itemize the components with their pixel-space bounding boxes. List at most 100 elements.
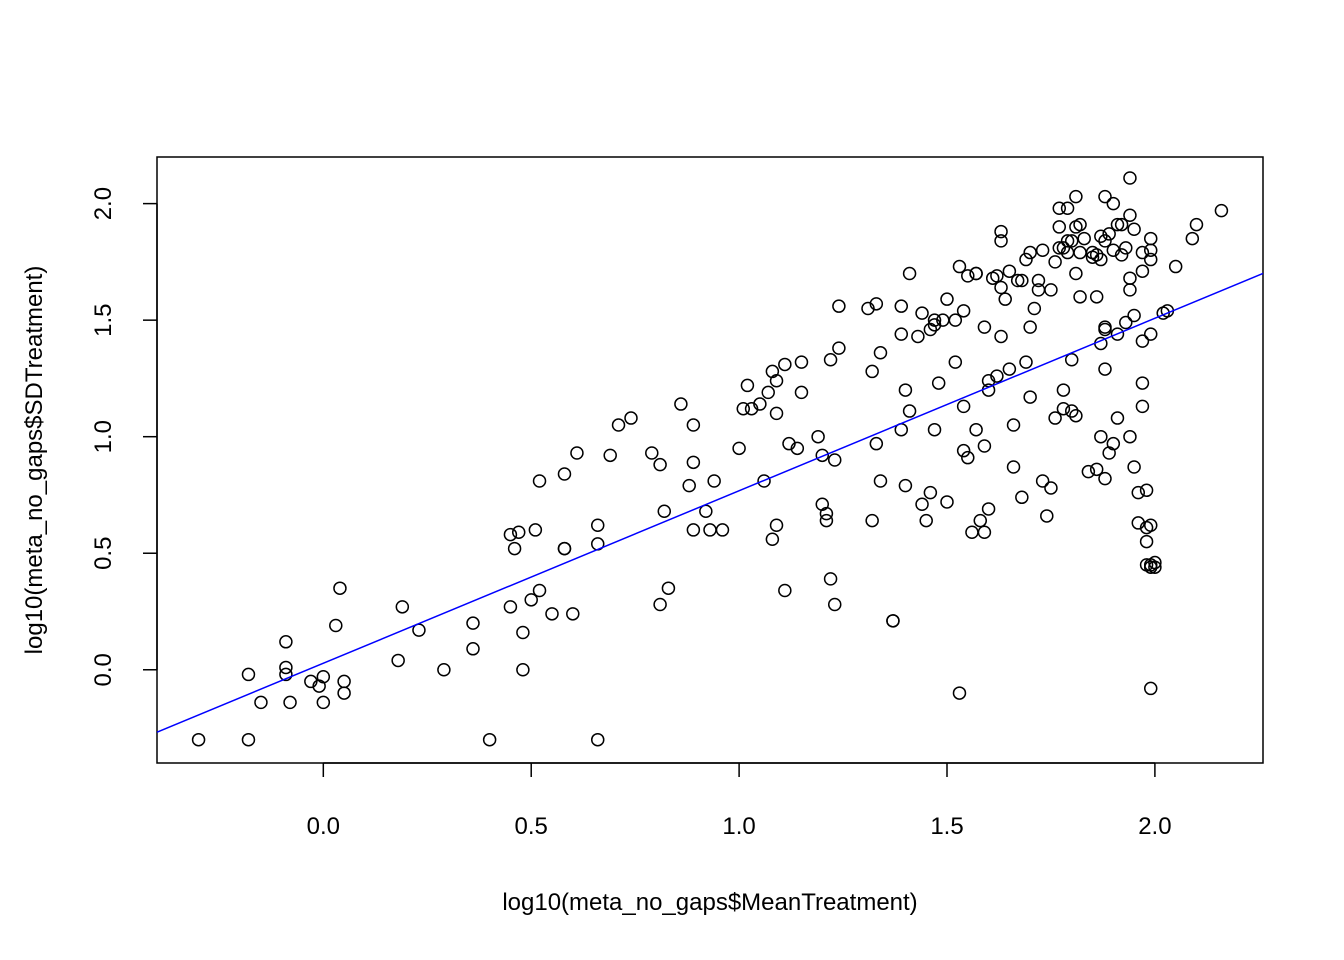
data-point [915,306,929,320]
x-tick-label: 2.0 [1138,813,1171,840]
data-point [990,269,1004,283]
data-point [1040,509,1054,523]
data-point [395,600,410,614]
data-point [703,523,717,537]
data-point [1073,290,1087,304]
data-point [927,318,942,332]
data-point [1110,411,1125,425]
data-point [1148,555,1162,570]
data-point [1023,390,1037,404]
data-point [736,401,751,416]
data-point [919,513,933,528]
data-point [1114,217,1129,232]
data-point [927,313,942,327]
data-point [545,607,559,621]
data-point [869,436,884,451]
data-point [1123,208,1137,223]
data-point [482,732,497,747]
data-point [1127,460,1141,474]
data-point [1110,217,1125,232]
data-point [337,674,351,689]
data-point [969,422,983,437]
y-tick-label: 0.5 [90,537,117,570]
x-tick-label: 0.5 [515,813,548,840]
data-point [1119,241,1133,255]
x-tick-label: 1.5 [930,813,963,840]
data-point [603,448,617,463]
data-point [865,513,879,528]
data-point [1019,355,1033,369]
y-tick-label: 0.0 [90,653,117,686]
data-point [1010,273,1025,288]
data-point [686,418,701,432]
data-point [1143,327,1158,341]
data-point [1168,259,1183,274]
data-point [1023,245,1037,260]
data-point [1006,460,1021,474]
data-point [940,292,954,306]
data-point [590,732,605,747]
data-point [794,355,809,369]
data-point [1185,231,1200,246]
data-point [686,455,701,470]
data-point [511,525,526,540]
data-point [778,583,792,598]
data-point [503,527,518,542]
data-point [998,292,1012,306]
data-point [1098,471,1112,486]
data-point [782,436,796,451]
data-point [861,301,875,316]
data-point [769,374,784,388]
data-point [1064,234,1079,248]
data-point [873,346,888,360]
data-point [1123,171,1137,185]
data-point [1089,248,1104,262]
data-point [1189,217,1204,232]
data-point [790,441,805,456]
data-point [898,478,913,493]
data-point [819,513,834,528]
data-point [528,523,543,537]
data-point [832,299,846,313]
data-point [1031,273,1046,288]
data-point [645,446,659,460]
data-point [1044,283,1058,297]
data-point [778,357,792,372]
data-point [241,732,256,747]
data-point [956,399,971,414]
data-point [304,674,318,689]
data-point [1023,320,1037,334]
x-tick-label: 1.0 [722,813,755,840]
data-point [948,355,963,369]
data-point [1123,429,1137,444]
x-tick-label: 0.0 [307,813,340,840]
data-point [1123,283,1137,297]
data-point [1069,266,1083,281]
data-point [1098,320,1112,334]
data-point [557,467,572,481]
data-point [1015,490,1029,505]
data-point [674,397,688,411]
data-point [329,618,343,633]
data-point [815,448,830,463]
data-point [1143,243,1158,257]
data-point [1143,560,1158,574]
data-point [279,660,293,675]
data-point [1127,222,1141,237]
data-point [1044,481,1058,495]
data-point [532,583,547,598]
data-point [886,614,900,628]
data-point [316,695,331,710]
data-point [532,474,547,488]
data-point [1089,290,1104,304]
data-point [911,329,925,344]
y-tick-label: 1.0 [90,420,117,453]
data-point [1106,243,1121,257]
data-point [977,439,992,453]
data-point [1094,229,1108,243]
data-point [516,625,530,640]
data-point [1052,220,1067,234]
x-axis-title: log10(meta_no_gaps$MeanTreatment) [502,889,917,916]
data-point [965,525,979,540]
data-point [753,397,767,411]
